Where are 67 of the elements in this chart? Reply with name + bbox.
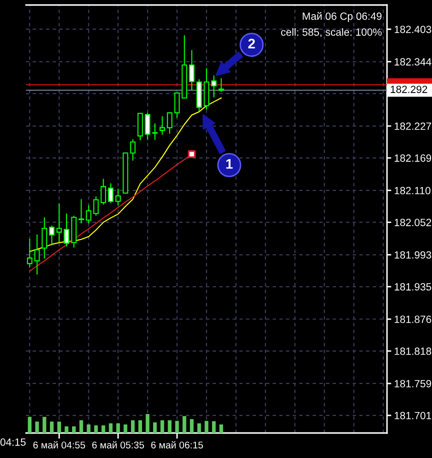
bar	[35, 422, 39, 433]
y-tick-label: 181.876	[394, 316, 432, 323]
bar	[79, 420, 84, 433]
candlestick	[211, 75, 217, 98]
bar	[64, 426, 68, 433]
annotation: 2	[248, 38, 255, 48]
bar	[28, 416, 32, 433]
candlestick	[34, 234, 40, 275]
y-tick-label: 181.759	[394, 380, 432, 388]
y-tick-label: 182.227	[394, 122, 432, 130]
bar	[57, 422, 61, 433]
bar	[116, 423, 120, 433]
y-tick-label: 181.935	[394, 283, 432, 291]
candlestick	[160, 116, 166, 135]
candlestick	[130, 139, 136, 161]
y-tick-label: 182.169	[394, 154, 432, 162]
candlestick	[204, 68, 210, 110]
y-tick-label: 181.993	[394, 251, 432, 259]
bar	[94, 425, 98, 433]
x-tick-label: 6 май 04:55	[33, 441, 86, 448]
bar	[197, 423, 201, 433]
bar	[138, 420, 142, 433]
bar	[160, 420, 164, 433]
candlestick	[56, 204, 62, 242]
bar	[168, 420, 172, 433]
bar	[72, 426, 76, 433]
annotation: cell: 585, scale: 100%	[281, 28, 382, 38]
bar	[182, 416, 186, 433]
bar	[219, 424, 224, 433]
y-tick-label: 182.344	[394, 58, 432, 66]
y-tick-label: 181.818	[394, 348, 432, 355]
bar	[175, 420, 179, 433]
ref-line-label: 182.292	[390, 86, 428, 94]
bar	[146, 414, 150, 433]
annotation: 1	[226, 159, 233, 169]
bar	[130, 420, 135, 433]
y-tick-label: 182.403	[394, 26, 432, 34]
candlestick	[26, 238, 32, 268]
candlestick	[218, 78, 224, 92]
candlestick	[166, 112, 172, 134]
annotation: Май 06 Ср 06:49	[302, 12, 382, 22]
bar	[153, 422, 157, 433]
bar	[204, 420, 208, 433]
candlestick	[49, 226, 55, 246]
bar	[50, 422, 54, 433]
candlestick	[137, 112, 143, 140]
bar	[190, 419, 194, 433]
candlestick	[42, 217, 48, 259]
bar	[212, 421, 216, 433]
candlestick	[78, 199, 84, 224]
x-tick-label: 6 май 06:15	[151, 441, 203, 448]
candlestick	[189, 50, 194, 90]
bar	[102, 425, 106, 433]
candlestick	[100, 178, 106, 205]
x-tick-label: 6 май 05:35	[92, 441, 144, 448]
candlestick	[93, 196, 99, 216]
y-tick-label: 181.701	[394, 412, 432, 420]
bar	[42, 416, 46, 433]
candlestick	[108, 183, 114, 204]
candlestick	[115, 188, 121, 206]
candlestick	[86, 205, 92, 224]
bar	[124, 424, 128, 433]
bar	[86, 424, 90, 433]
y-tick-label: 182.052	[394, 218, 432, 226]
text: 04:15	[0, 438, 26, 446]
bar	[108, 423, 113, 433]
y-tick-label: 182.110	[394, 186, 430, 194]
